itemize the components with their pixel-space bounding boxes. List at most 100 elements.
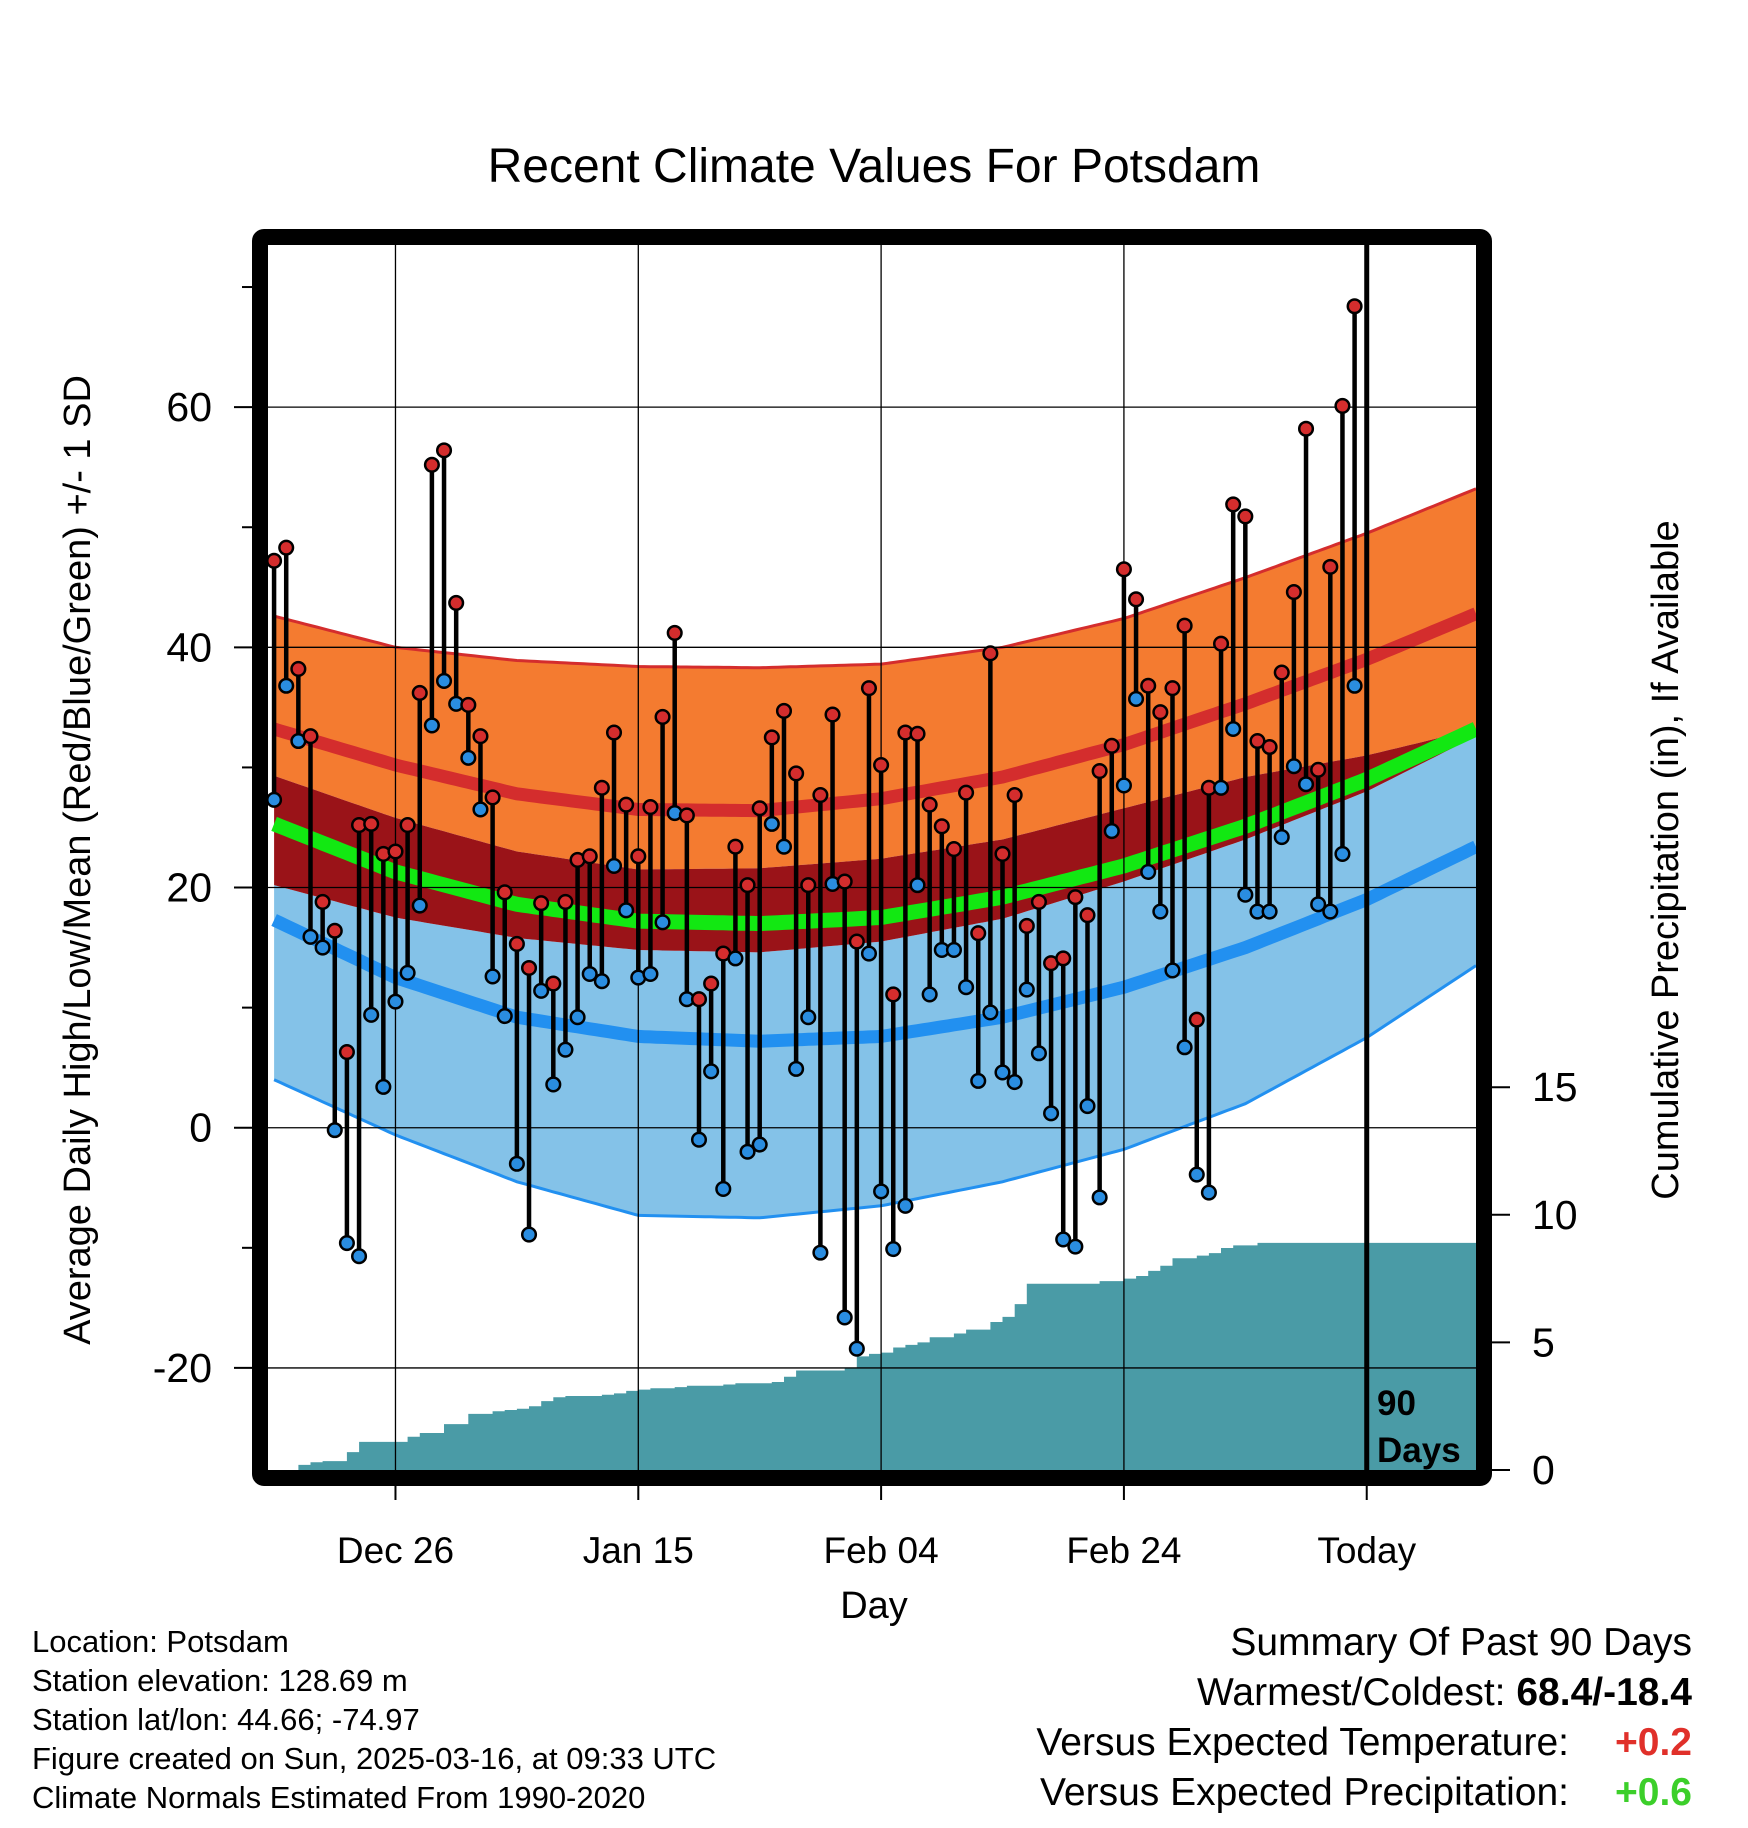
low-marker [1152,903,1169,920]
high-marker [618,796,635,813]
high-marker [533,895,550,912]
low-marker [351,1248,368,1265]
low-marker [1055,1231,1072,1248]
x-tick-label: Feb 04 [824,1530,939,1571]
low-marker [581,965,598,983]
low-marker [363,1006,380,1023]
low-marker [387,993,404,1010]
low-marker [897,1197,914,1214]
high-marker [338,1044,355,1061]
high-marker [581,848,598,865]
summary-panel: Summary Of Past 90 Days Warmest/Coldest:… [1036,1618,1692,1818]
high-marker [1261,738,1278,756]
warmest-label: Warmest/Coldest: [1197,1671,1506,1714]
low-marker [1212,779,1230,796]
high-marker [1322,558,1339,575]
high-marker [788,765,805,782]
high-marker [678,807,695,824]
high-marker [885,986,902,1003]
high-marker [1297,420,1315,437]
low-marker [266,791,283,808]
y-tick-label-left: 0 [189,1105,212,1151]
low-marker [435,672,453,690]
low-lower-edge [273,964,1476,1220]
low-marker [593,973,610,990]
low-marker [1006,1074,1023,1091]
low-marker [982,1004,999,1021]
low-marker [788,1060,805,1077]
high-marker [266,552,283,569]
high-marker [1152,704,1169,721]
low-marker [508,1155,525,1172]
high-marker [751,800,768,817]
high-marker [812,786,829,804]
temp-value: +0.2 [1615,1721,1692,1764]
low-marker [1079,1098,1096,1115]
low-marker [1140,863,1157,880]
high-marker [1103,737,1120,754]
low-marker [751,1136,768,1153]
low-normal-line [271,840,1476,1048]
high-marker [1273,664,1290,681]
low-marker [921,986,938,1003]
high-marker [399,817,416,834]
x-tick-label: Feb 24 [1066,1530,1181,1571]
x-tick-label: Dec 26 [337,1530,454,1571]
low-marker [569,1009,586,1026]
high-marker [909,725,926,742]
low-marker [1310,896,1327,913]
low-marker [278,677,295,694]
low-marker [848,1340,865,1357]
high-marker [448,594,465,611]
high-marker [435,442,453,459]
low-marker [1103,823,1120,840]
plot-frame [252,229,1492,1486]
high-upper-edge [273,487,1476,670]
station-info: Location: Potsdam Station elevation: 128… [32,1622,716,1817]
low-marker [1091,1189,1108,1206]
low-marker [836,1309,853,1326]
y-tick-label-right: 15 [1532,1064,1578,1110]
high-marker [1164,680,1181,697]
high-marker [1115,561,1132,578]
low-marker [945,941,962,959]
low-marker [1018,981,1035,998]
y-tick-label-right: 5 [1532,1319,1555,1365]
daily-markers [266,245,1370,1470]
elevation-text: Station elevation: 128.69 m [32,1663,408,1698]
today-label-line2: Days [1377,1431,1461,1470]
high-marker [860,680,878,697]
low-marker [885,1240,902,1258]
high-marker [472,728,489,745]
high-marker [557,893,574,910]
high-marker [1310,761,1327,778]
high-marker [958,784,975,801]
today-label-line1: 90 [1377,1384,1416,1423]
low-marker [375,1078,392,1095]
plot-border [252,229,1492,1486]
low-marker [1225,720,1242,738]
low-marker [654,914,671,931]
low-marker [338,1234,355,1252]
high-marker [1212,635,1230,652]
high-marker [642,799,659,816]
high-marker [1140,677,1157,694]
high-marker [666,624,683,641]
low-marker [1285,758,1302,775]
low-marker [545,1076,562,1093]
low-marker [1273,829,1290,846]
high-marker [848,933,865,950]
low-marker [302,928,319,945]
summary-precip-row: Versus Expected Precipitation: +0.6 [1036,1768,1692,1818]
high-marker [363,815,380,832]
low-marker [533,982,550,999]
low-marker [1261,903,1278,920]
x-tick-label: Jan 15 [583,1530,694,1571]
normals-text: Climate Normals Estimated From 1990-2020 [32,1780,646,1815]
high-marker [1237,508,1254,525]
low-marker [994,1064,1011,1081]
low-marker [1346,677,1363,694]
y-axis-label-left: Average Daily High/Low/Mean (Red/Blue/Gr… [57,375,99,1345]
low-marker [1188,1166,1205,1183]
high-marker [800,877,817,894]
